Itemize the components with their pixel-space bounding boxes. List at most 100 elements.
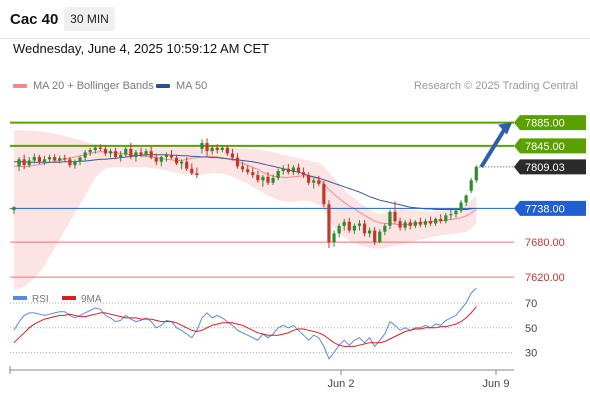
candle-body — [180, 161, 184, 164]
datetime-label: Wednesday, June 4, 2025 10:59:12 AM CET — [13, 41, 270, 56]
x-tick-label-1: Jun 9 — [483, 378, 510, 390]
candle-body — [169, 154, 174, 158]
candle-body — [266, 176, 270, 183]
candle-body — [32, 157, 36, 161]
candle-body — [423, 221, 428, 225]
legend-ma50-label: MA 50 — [176, 80, 208, 92]
candle-body — [42, 159, 47, 162]
rsi-ma-legend-label: 9MA — [81, 294, 102, 305]
candle-body — [103, 148, 108, 154]
candle-body — [378, 231, 382, 243]
candle-body — [474, 166, 478, 181]
candle-body — [393, 211, 397, 222]
rsi-swatch — [13, 296, 27, 300]
candle-body — [200, 143, 204, 149]
candle-body — [154, 157, 158, 162]
candle-body — [327, 204, 331, 243]
level-tag-bg-1 — [514, 138, 586, 154]
candle-body — [68, 159, 72, 166]
candle-body — [281, 168, 285, 171]
candle-body — [149, 151, 153, 158]
candle-body — [98, 147, 102, 149]
level-lines — [10, 121, 514, 278]
level-tag-2: 7809.03 — [525, 162, 565, 174]
candle-body — [398, 221, 402, 228]
candle-body — [317, 180, 321, 184]
rsi-level-label-2: 30 — [525, 348, 537, 360]
candle-body — [246, 169, 250, 173]
candle-body — [230, 153, 235, 158]
candles — [12, 138, 478, 248]
candle-body — [164, 154, 168, 157]
level-tag-1: 7845.00 — [525, 141, 565, 153]
candle-body — [449, 214, 453, 216]
forecast-arrow-shaft — [479, 127, 507, 168]
candle-body — [114, 151, 118, 157]
header-bar: Cac 40 30 MIN — [0, 0, 590, 38]
candle-body — [383, 225, 387, 232]
candle-body — [205, 143, 209, 152]
legend-ma50: MA 50 — [156, 80, 207, 92]
candle-body — [444, 215, 448, 222]
bollinger-bands — [14, 130, 477, 290]
x-axis: Jun 2 Jun 9 — [9, 366, 514, 390]
candle-body — [352, 225, 356, 231]
candle-body — [291, 167, 295, 173]
legend-bb: MA 20 + Bollinger Bands — [13, 80, 154, 92]
level-tag-3: 7738.00 — [525, 203, 565, 215]
candle-body — [12, 207, 16, 211]
candle-body — [296, 167, 301, 173]
candle-body — [129, 148, 133, 157]
x-tick-label-0: Jun 2 — [328, 378, 355, 390]
level-tag-0: 7885.00 — [525, 118, 565, 130]
candle-body — [342, 221, 346, 226]
timeframe-button[interactable]: 30 MIN — [64, 7, 115, 31]
level-tags: 7885.00 7845.00 7809.03 7738.00 7680.00 7620.… — [514, 115, 586, 284]
candle-body — [215, 147, 219, 150]
candle-body — [301, 172, 306, 176]
candle-body — [210, 147, 214, 152]
candle-body — [251, 172, 255, 176]
candle-body — [174, 157, 179, 164]
rsi-level-label-1: 50 — [525, 323, 537, 335]
bb-swatch — [13, 84, 27, 88]
candle-body — [276, 171, 280, 178]
legend-bb-label: MA 20 + Bollinger Bands — [33, 80, 154, 92]
candle-body — [119, 154, 123, 157]
candle-body — [286, 168, 290, 173]
credit-label: Research © 2025 Trading Central — [413, 80, 578, 92]
candle-body — [37, 157, 41, 162]
candle-body — [403, 222, 407, 228]
candle-body — [124, 148, 128, 155]
candle-body — [337, 225, 341, 234]
header-divider — [0, 38, 590, 39]
level-tag-bg-0 — [514, 115, 586, 131]
candle-body — [134, 152, 138, 157]
candle-body — [312, 180, 316, 183]
candle-body — [373, 230, 377, 243]
candle-body — [459, 202, 463, 211]
candle-body — [408, 222, 412, 226]
candle-body — [53, 157, 57, 161]
level-tag-5: 7620.00 — [525, 272, 565, 284]
candle-body — [357, 223, 362, 226]
candle-body — [195, 173, 199, 176]
bollinger-band-area — [14, 130, 477, 290]
level-tag-bg-2 — [514, 159, 586, 175]
candle-body — [47, 157, 52, 160]
candle-body — [22, 159, 26, 166]
candle-body — [307, 175, 311, 183]
candle-body — [469, 180, 473, 191]
candle-body — [88, 150, 92, 153]
candle-body — [347, 221, 351, 231]
ma50-swatch — [156, 84, 170, 88]
candle-body — [434, 218, 438, 224]
candle-body — [185, 161, 189, 169]
candle-body — [63, 158, 67, 160]
candle-body — [144, 151, 148, 155]
candle-body — [413, 221, 417, 226]
candle-body — [362, 223, 367, 234]
rsi-ma-line — [13, 306, 477, 347]
candle-body — [225, 147, 229, 154]
